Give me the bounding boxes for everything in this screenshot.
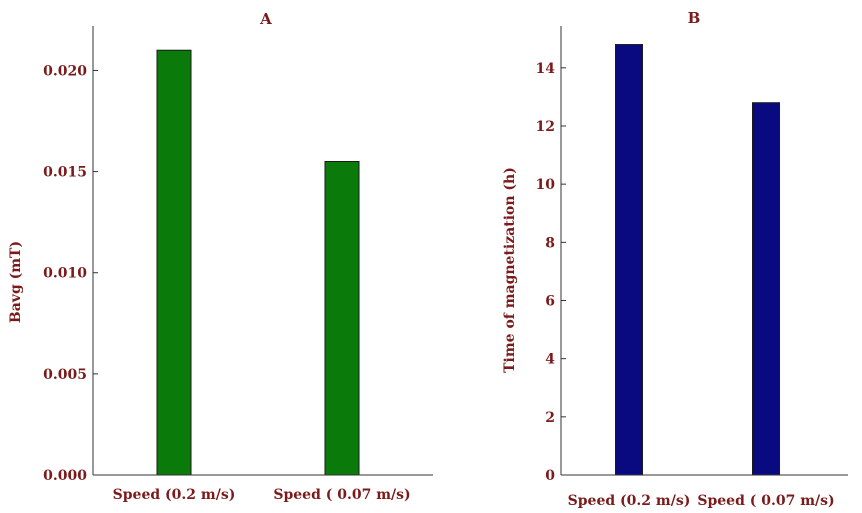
y-tick-label: 0.010	[43, 266, 87, 282]
y-tick-label: 0.005	[43, 367, 87, 383]
y-tick-label: 14	[536, 61, 556, 77]
y-tick-label: 0	[545, 468, 555, 484]
chart-panel-2: 0 2 4 6 8 10 12 14 B Time of magnetization (h) Spe…	[502, 9, 848, 509]
bar-1	[615, 44, 643, 476]
bar-1	[156, 49, 192, 476]
y-axis-label: Time of magnetization (h)	[502, 167, 518, 373]
chart-title: B	[688, 9, 701, 27]
category-label: Speed (0.2 m/s)	[113, 487, 236, 503]
y-tick-label: 0.000	[43, 468, 87, 484]
y-tick-label: 0.020	[43, 63, 87, 79]
chart-title: A	[259, 10, 272, 28]
y-tick-label: 6	[545, 293, 555, 309]
bar-2	[752, 102, 780, 476]
category-label: Speed ( 0.07 m/s)	[273, 487, 410, 503]
bar-2	[324, 160, 360, 476]
chart-panel-1: 0.000 0.005 0.010 0.015 0.020 A Bavg (mT) Speed…	[8, 10, 433, 503]
y-tick-label: 12	[536, 119, 555, 135]
category-label: Speed ( 0.07 m/s)	[697, 493, 834, 509]
category-label: Speed (0.2 m/s)	[568, 493, 691, 509]
y-tick-label: 0.015	[43, 165, 87, 181]
y-tick-label: 10	[536, 177, 556, 193]
y-tick-label: 8	[545, 235, 555, 251]
y-tick-label: 4	[545, 352, 555, 368]
y-axis-label: Bavg (mT)	[8, 241, 24, 323]
y-tick-label: 2	[545, 410, 555, 426]
